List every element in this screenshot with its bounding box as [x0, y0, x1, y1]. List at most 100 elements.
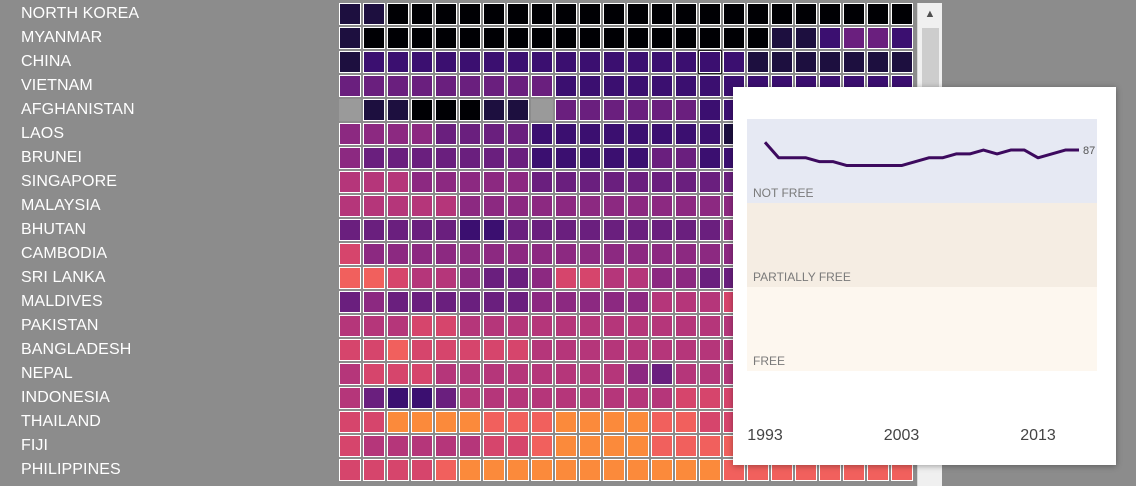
heatmap-cell[interactable]: [579, 27, 601, 49]
heatmap-cell[interactable]: [435, 75, 457, 97]
heatmap-cell[interactable]: [435, 243, 457, 265]
heatmap-cell[interactable]: [531, 147, 553, 169]
heatmap-cell[interactable]: [363, 147, 385, 169]
heatmap-cell[interactable]: [651, 363, 673, 385]
heatmap-cell[interactable]: [483, 411, 505, 433]
heatmap-cell[interactable]: [579, 171, 601, 193]
heatmap-cell[interactable]: [387, 123, 409, 145]
heatmap-cell[interactable]: [891, 27, 913, 49]
heatmap-cell[interactable]: [555, 435, 577, 457]
heatmap-cell[interactable]: [531, 195, 553, 217]
heatmap-cell[interactable]: [459, 435, 481, 457]
heatmap-cell[interactable]: [363, 459, 385, 481]
heatmap-cell[interactable]: [483, 291, 505, 313]
heatmap-cell[interactable]: [435, 219, 457, 241]
heatmap-cell[interactable]: [603, 339, 625, 361]
heatmap-cell[interactable]: [507, 123, 529, 145]
heatmap-cell[interactable]: [507, 315, 529, 337]
heatmap-cell[interactable]: [363, 339, 385, 361]
heatmap-cell[interactable]: [507, 171, 529, 193]
heatmap-cell[interactable]: [627, 363, 649, 385]
heatmap-cell[interactable]: [579, 411, 601, 433]
heatmap-cell[interactable]: [651, 3, 673, 25]
heatmap-cell[interactable]: [507, 387, 529, 409]
heatmap-cell[interactable]: [363, 27, 385, 49]
heatmap-cell[interactable]: [483, 243, 505, 265]
heatmap-cell[interactable]: [531, 123, 553, 145]
heatmap-cell[interactable]: [771, 51, 793, 73]
heatmap-cell[interactable]: [651, 339, 673, 361]
heatmap-cell[interactable]: [531, 315, 553, 337]
heatmap-cell[interactable]: [507, 459, 529, 481]
heatmap-cell[interactable]: [675, 339, 697, 361]
heatmap-cell[interactable]: [555, 459, 577, 481]
heatmap-cell[interactable]: [675, 147, 697, 169]
heatmap-cell[interactable]: [555, 291, 577, 313]
heatmap-cell[interactable]: [627, 51, 649, 73]
heatmap-cell[interactable]: [579, 51, 601, 73]
heatmap-cell[interactable]: [339, 267, 361, 289]
heatmap-cell[interactable]: [435, 387, 457, 409]
heatmap-cell[interactable]: [363, 291, 385, 313]
heatmap-cell[interactable]: [339, 435, 361, 457]
heatmap-cell[interactable]: [387, 51, 409, 73]
heatmap-cell[interactable]: [627, 195, 649, 217]
heatmap-cell[interactable]: [507, 147, 529, 169]
heatmap-cell[interactable]: [507, 363, 529, 385]
heatmap-cell[interactable]: [579, 243, 601, 265]
heatmap-cell[interactable]: [459, 75, 481, 97]
heatmap-cell[interactable]: [555, 219, 577, 241]
heatmap-cell[interactable]: [483, 219, 505, 241]
heatmap-cell[interactable]: [603, 387, 625, 409]
heatmap-cell[interactable]: [843, 51, 865, 73]
heatmap-cell[interactable]: [579, 363, 601, 385]
heatmap-cell[interactable]: [675, 219, 697, 241]
heatmap-cell[interactable]: [387, 243, 409, 265]
heatmap-cell[interactable]: [435, 27, 457, 49]
heatmap-cell[interactable]: [699, 411, 721, 433]
heatmap-cell[interactable]: [459, 3, 481, 25]
heatmap-cell[interactable]: [411, 411, 433, 433]
heatmap-cell[interactable]: [387, 99, 409, 121]
heatmap-cell[interactable]: [603, 291, 625, 313]
heatmap-cell[interactable]: [363, 99, 385, 121]
heatmap-cell[interactable]: [627, 435, 649, 457]
heatmap-cell[interactable]: [363, 75, 385, 97]
heatmap-cell[interactable]: [483, 3, 505, 25]
heatmap-cell[interactable]: [627, 171, 649, 193]
heatmap-cell[interactable]: [507, 75, 529, 97]
heatmap-cell[interactable]: [891, 3, 913, 25]
heatmap-cell[interactable]: [603, 3, 625, 25]
heatmap-cell[interactable]: [603, 51, 625, 73]
heatmap-cell[interactable]: [459, 27, 481, 49]
heatmap-cell[interactable]: [699, 387, 721, 409]
heatmap-cell[interactable]: [771, 27, 793, 49]
heatmap-cell[interactable]: [651, 315, 673, 337]
heatmap-cell[interactable]: [651, 195, 673, 217]
heatmap-cell[interactable]: [603, 27, 625, 49]
heatmap-cell[interactable]: [339, 99, 361, 121]
heatmap-cell[interactable]: [411, 75, 433, 97]
heatmap-cell[interactable]: [387, 315, 409, 337]
heatmap-cell[interactable]: [627, 75, 649, 97]
heatmap-cell[interactable]: [627, 147, 649, 169]
heatmap-cell[interactable]: [627, 291, 649, 313]
heatmap-cell[interactable]: [867, 27, 889, 49]
heatmap-cell[interactable]: [579, 387, 601, 409]
heatmap-cell[interactable]: [435, 459, 457, 481]
heatmap-cell[interactable]: [363, 387, 385, 409]
heatmap-cell[interactable]: [723, 27, 745, 49]
heatmap-cell[interactable]: [555, 51, 577, 73]
heatmap-cell[interactable]: [627, 339, 649, 361]
heatmap-cell[interactable]: [387, 171, 409, 193]
heatmap-cell[interactable]: [435, 99, 457, 121]
heatmap-cell[interactable]: [555, 171, 577, 193]
heatmap-cell[interactable]: [435, 51, 457, 73]
heatmap-cell[interactable]: [891, 51, 913, 73]
heatmap-cell[interactable]: [531, 387, 553, 409]
heatmap-cell[interactable]: [483, 195, 505, 217]
heatmap-cell[interactable]: [459, 459, 481, 481]
heatmap-cell[interactable]: [699, 123, 721, 145]
heatmap-cell[interactable]: [339, 411, 361, 433]
heatmap-cell[interactable]: [699, 75, 721, 97]
